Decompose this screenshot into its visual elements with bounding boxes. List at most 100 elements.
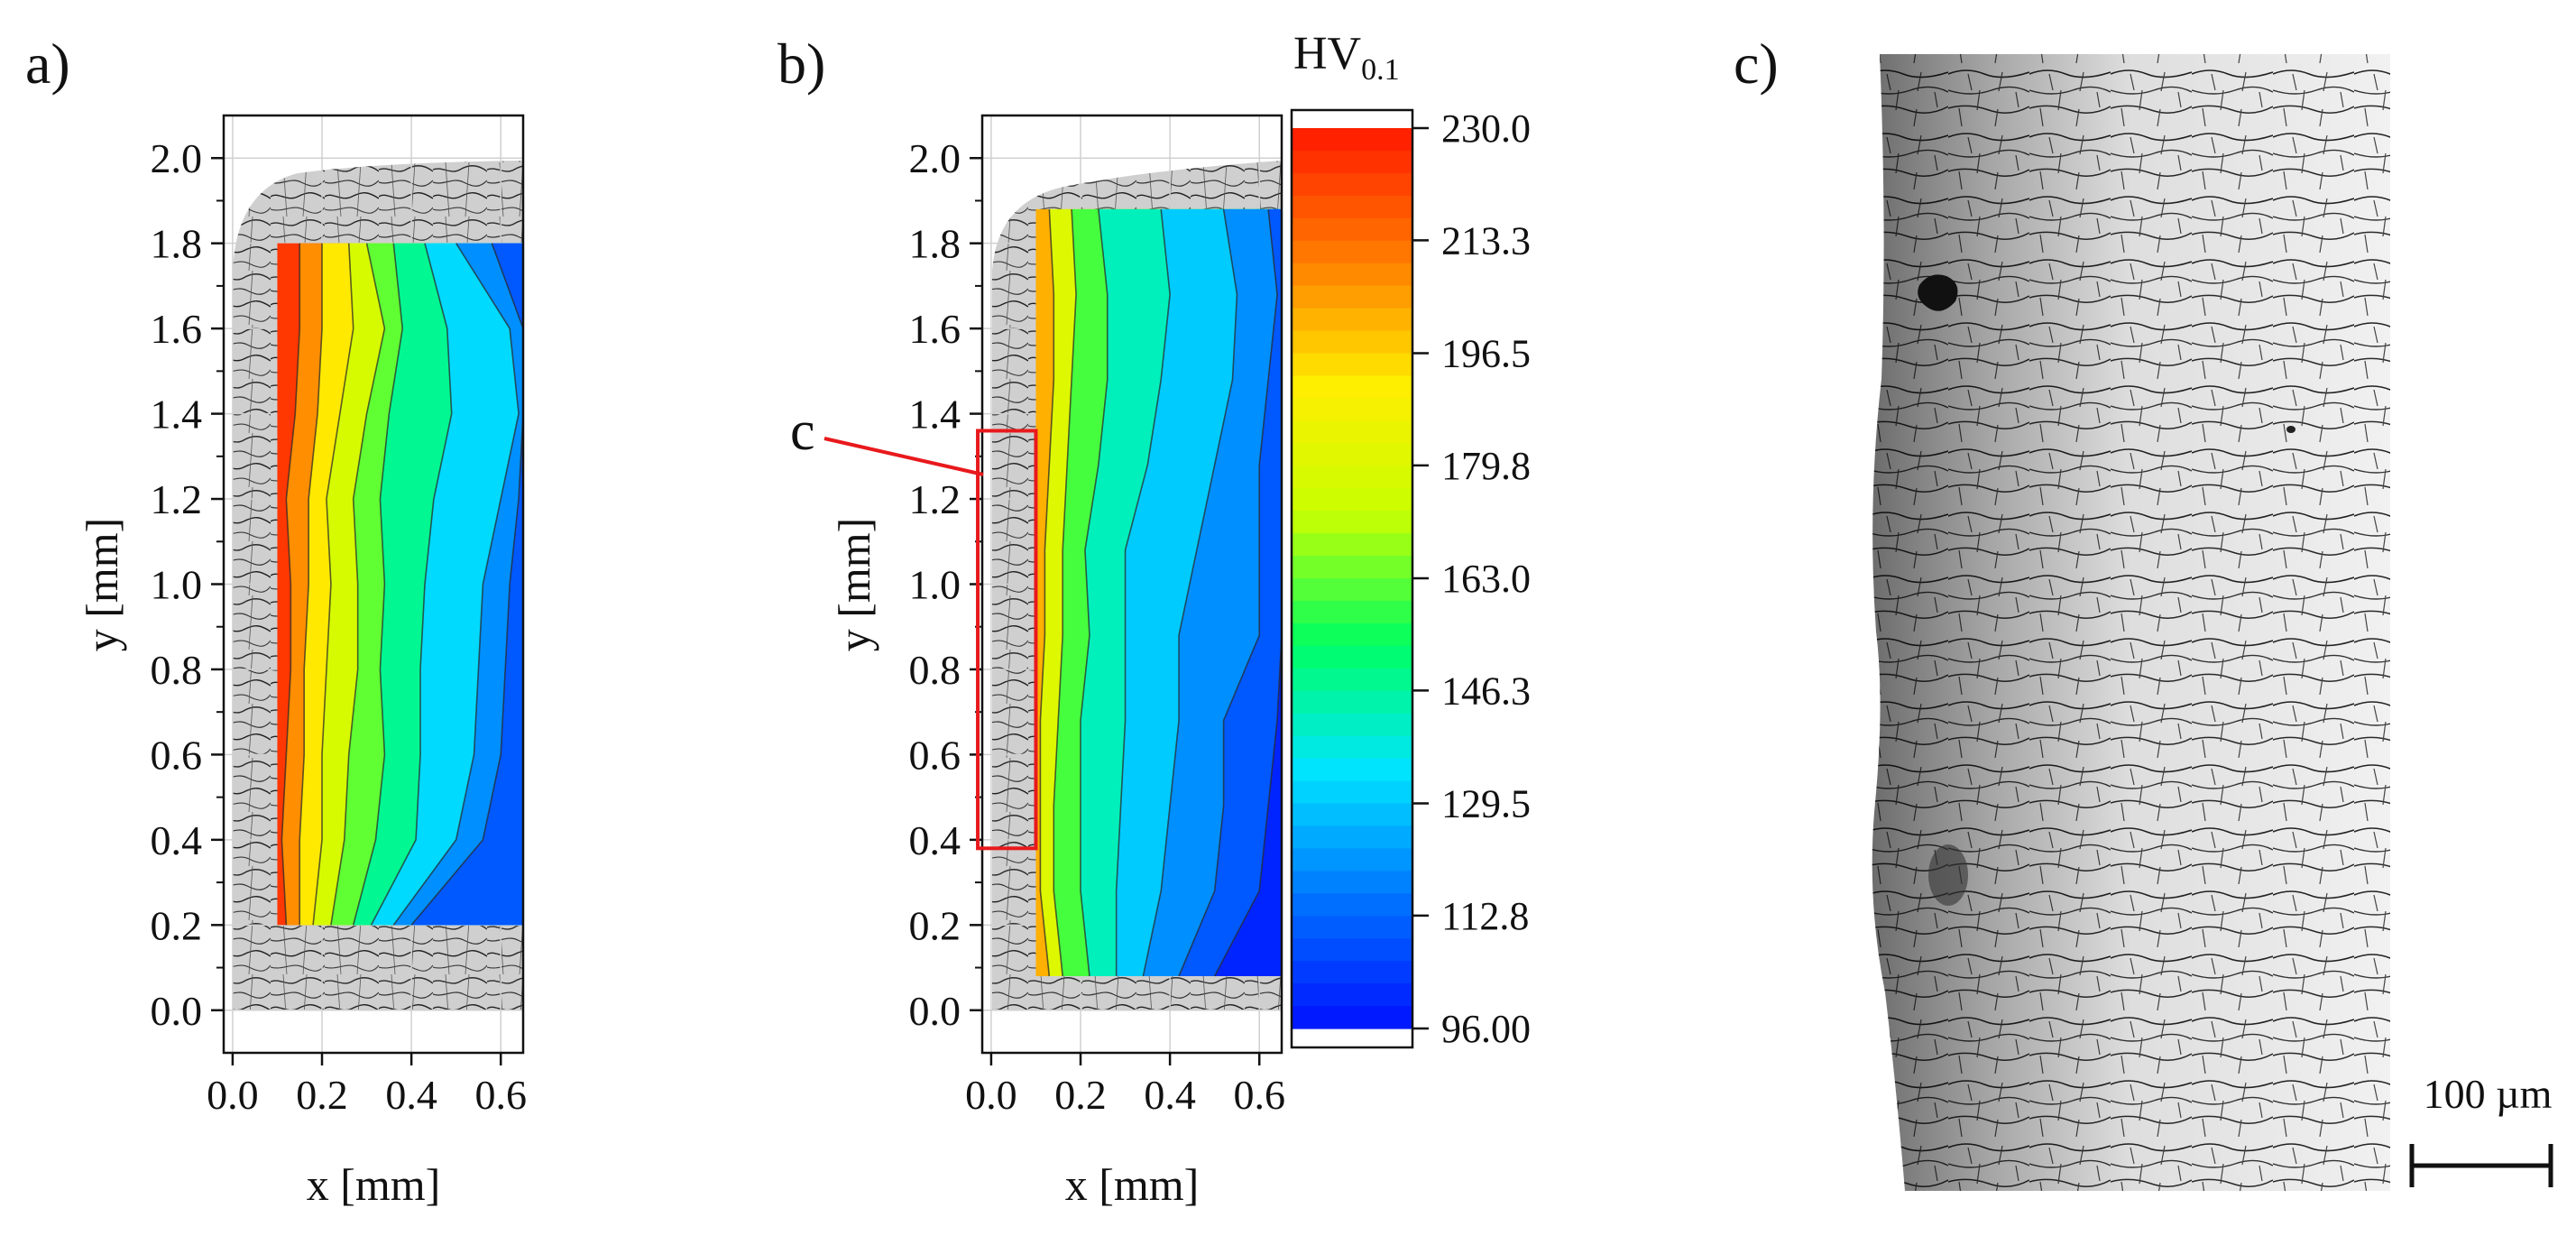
colorbar-band	[1292, 622, 1412, 647]
colorbar-band	[1292, 217, 1412, 242]
colorbar-band	[1292, 308, 1412, 332]
colorbar-band	[1292, 420, 1412, 444]
colorbar-tick-label: 179.8	[1441, 444, 1531, 488]
panel-b-y-axis-title: y [mm]	[829, 518, 879, 652]
panel-a-contour-line-2	[312, 243, 354, 926]
colorbar-tick-label: 129.5	[1441, 782, 1531, 826]
colorbar-band	[1292, 803, 1412, 827]
panel-b-y-tick-label: 0.0	[909, 988, 961, 1034]
panel-a-y-axis-title: y [mm]	[77, 518, 127, 652]
colorbar-band	[1292, 488, 1412, 512]
panel-a-hardness-field	[277, 243, 523, 926]
panel-a-y-tick-label: 0.6	[151, 732, 203, 778]
panel-b-band-6	[1214, 208, 1282, 976]
panel-b-contour-line-2	[1080, 208, 1109, 977]
panel-b-contour-line-5	[1178, 208, 1278, 977]
colorbar-band	[1292, 848, 1412, 872]
colorbar-tick-label: 146.3	[1441, 669, 1531, 713]
panel-b-contour-line-1	[1053, 208, 1077, 977]
panel-a-x-tick-label: 0.6	[474, 1072, 527, 1118]
scale-bar	[2409, 1144, 2553, 1187]
panel-b-x-tick-label: 0.4	[1144, 1072, 1196, 1118]
panel-a-contour-plot: 0.0 0.2 0.4 0.6 0.0 0.2 0.4 0.6 0.8 1.0 1.2 1.4 1.6 1…	[77, 114, 527, 1210]
panel-b-y-tick-label: 1.6	[909, 306, 961, 352]
panel-a-y-tick-label: 1.6	[151, 306, 203, 352]
colorbar-ticks: 230.0 213.3 196.5 179.8 163.0 146.3 129.5 112.8…	[1412, 106, 1531, 1051]
panel-a-y-tick-label: 1.2	[151, 476, 203, 522]
colorbar-band	[1292, 375, 1412, 399]
scale-bar-label: 100 µm	[2424, 1071, 2553, 1117]
panel-b-y-tick-label: 0.4	[909, 817, 961, 863]
panel-b-y-tick-label: 1.4	[909, 392, 961, 438]
panel-b-contour-line-0	[1039, 208, 1055, 977]
colorbar-band	[1292, 240, 1412, 264]
panel-b-x-tick-label: 0.2	[1054, 1072, 1107, 1118]
colorbar-band	[1292, 758, 1412, 782]
colorbar-band	[1292, 263, 1412, 287]
colorbar-band	[1292, 511, 1412, 534]
panel-b-y-tick-label: 1.2	[909, 476, 961, 522]
panel-a-contour-line-1	[299, 243, 323, 926]
colorbar-band	[1292, 533, 1412, 557]
panel-b-contour-line-6	[1213, 208, 1282, 977]
colorbar-band	[1292, 1006, 1412, 1029]
colorbar-band	[1292, 172, 1412, 197]
panel-a-x-tick-label: 0.2	[296, 1072, 348, 1118]
panel-a-y-tick-label: 0.4	[151, 817, 203, 863]
panel-a-y-tick-label: 2.0	[151, 135, 203, 181]
panel-a-y-tick-label: 1.8	[151, 221, 203, 267]
micrograph-deformed-edge-zone	[1872, 54, 2390, 1191]
panel-a-contour-line-3	[330, 243, 386, 926]
micrograph-dark-spot	[1928, 844, 1968, 906]
colorbar-band	[1292, 128, 1412, 152]
colorbar-title: HV0.1	[1293, 28, 1400, 87]
colorbar-band	[1292, 578, 1412, 602]
colorbar-band	[1292, 961, 1412, 984]
colorbar-tick-label: 213.3	[1441, 218, 1531, 263]
panel-a-contour-line-7	[410, 243, 523, 926]
colorbar-tick-label: 112.8	[1441, 894, 1529, 938]
colorbar-tick-label: 196.5	[1441, 332, 1531, 376]
panel-a-label: a)	[25, 32, 70, 96]
panel-a-y-tick-label: 0.0	[151, 988, 203, 1034]
colorbar-band	[1292, 330, 1412, 355]
colorbar-band	[1292, 690, 1412, 715]
panel-c-micrograph: 100 µm	[1872, 54, 2553, 1191]
panel-b-y-tick-label: 0.2	[909, 902, 961, 948]
panel-a-y-tick-label: 0.8	[151, 647, 203, 693]
colorbar-band	[1292, 825, 1412, 849]
panel-a-y-tick-label: 1.0	[151, 562, 203, 608]
colorbar-band	[1292, 713, 1412, 737]
panel-b-contour-plot: 0.0 0.2 0.4 0.6 0.0 0.2 0.4 0.6 0.8 1.0 1.2 1.4 1.6 1…	[790, 114, 1285, 1210]
panel-a-band-6	[393, 243, 523, 926]
colorbar-band	[1292, 916, 1412, 939]
panel-b-x-tick-label: 0.6	[1233, 1072, 1285, 1118]
colorbar-band	[1292, 645, 1412, 669]
panel-a-x-tick-label: 0.4	[385, 1072, 437, 1118]
colorbar-band	[1292, 668, 1412, 692]
colorbar-tick-label: 96.00	[1441, 1007, 1531, 1051]
panel-a-contour-line-4	[352, 243, 404, 926]
colorbar-band	[1292, 735, 1412, 760]
micrograph-inclusion	[2286, 426, 2295, 433]
colorbar-band	[1292, 443, 1412, 466]
panel-a-y-tick-label: 0.2	[151, 902, 203, 948]
colorbar-band	[1292, 556, 1412, 579]
colorbar-tick-label: 230.0	[1441, 106, 1531, 151]
panel-b-y-tick-label: 2.0	[909, 135, 961, 181]
panel-b-region-c-label: c	[790, 401, 815, 462]
colorbar-bands	[1292, 110, 1412, 1047]
panel-b-x-tick-label: 0.0	[965, 1072, 1017, 1118]
colorbar-band	[1292, 871, 1412, 894]
panel-b-region-c-box	[976, 429, 1038, 851]
colorbar-band	[1292, 938, 1412, 962]
panel-a-band-7	[411, 243, 523, 926]
colorbar-band	[1292, 195, 1412, 219]
panel-c-label: c)	[1734, 32, 1779, 96]
panel-b-band-5	[1179, 208, 1282, 976]
panel-a-contour-line-5	[370, 243, 453, 926]
hardness-colorbar: HV0.1 230.0 213.3 196.5 179.8 163.0 146.3 129.…	[1290, 28, 1531, 1051]
panel-b-contour-line-4	[1142, 208, 1238, 977]
panel-b-region-c-leader	[823, 437, 984, 476]
